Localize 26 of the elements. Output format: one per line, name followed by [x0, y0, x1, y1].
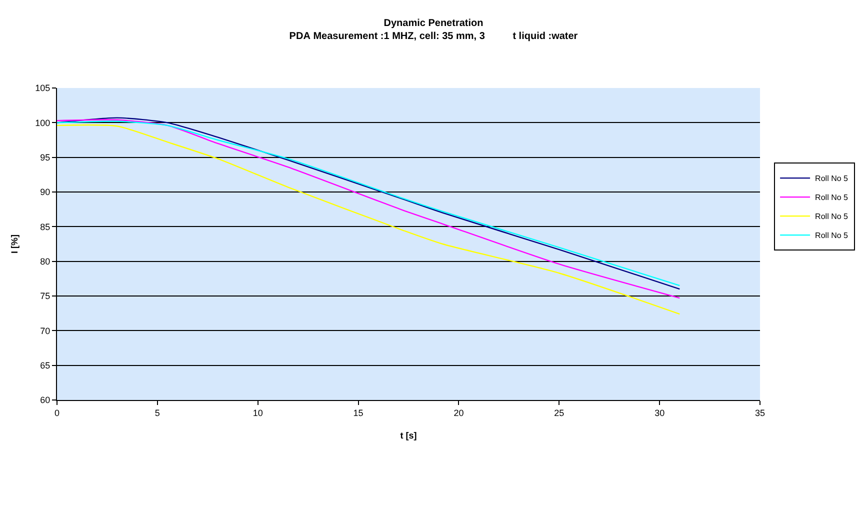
y-tick-label: 90 [40, 187, 50, 198]
x-tick-label: 15 [353, 408, 364, 418]
y-tick-label: 70 [40, 326, 50, 336]
y-tick-label: 80 [40, 256, 50, 266]
legend-label: Roll No 5 [815, 193, 849, 202]
x-tick-label: 25 [554, 408, 564, 418]
y-tick-label: 65 [40, 360, 50, 370]
y-tick-label: 105 [35, 83, 50, 94]
y-tick-label: 75 [40, 291, 50, 302]
legend-label: Roll No 5 [815, 212, 849, 222]
x-axis-title: t [s] [400, 430, 417, 441]
x-tick-label: 10 [252, 408, 263, 418]
y-axis-title: I [%] [10, 234, 20, 254]
y-tick-label: 60 [40, 395, 50, 406]
x-tick-label: 30 [654, 408, 665, 418]
y-tick-label: 95 [40, 152, 50, 162]
x-tick-label: 35 [754, 408, 766, 418]
x-tick-label: 0 [54, 408, 60, 418]
x-tick-label: 20 [454, 408, 464, 418]
y-tick-label: 85 [40, 222, 50, 232]
chart-title: Dynamic Penetration [384, 18, 484, 30]
legend-label: Roll No 5 [815, 174, 849, 184]
chart-subtitle: PDA Measurement :1 MHZ, cell: 35 mm, 3 t liquid :water [289, 31, 578, 42]
x-tick-label: 5 [154, 408, 160, 418]
y-tick-label: 100 [35, 118, 50, 128]
legend-label: Roll No 5 [815, 231, 849, 240]
